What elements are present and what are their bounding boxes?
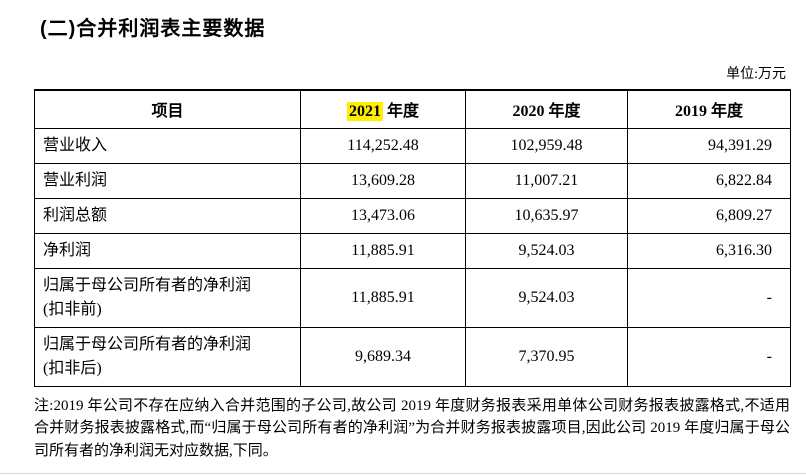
value-2021: 11,885.91 (300, 232, 466, 269)
table-row: 营业利润 13,609.28 11,007.21 6,822.84 (34, 162, 791, 199)
row-label: 营业利润 (34, 162, 301, 199)
value-2021: 13,609.28 (300, 162, 466, 199)
page-title: (二)合并利润表主要数据 (40, 18, 266, 40)
table-row: 归属于母公司所有者的净利润 (扣非后) 9,689.34 7,370.95 - (34, 326, 791, 387)
value-2021: 11,885.91 (300, 267, 466, 328)
row-label: 归属于母公司所有者的净利润 (扣非后) (34, 326, 301, 387)
value-2020: 10,635.97 (465, 197, 628, 234)
table-header-row: 项目 2021 年度 2020 年度 2019 年度 (34, 89, 791, 129)
col-header-2020: 2020 年度 (465, 89, 628, 129)
row-label: 利润总额 (34, 197, 301, 234)
value-2019: 94,391.29 (627, 127, 791, 164)
table-row: 利润总额 13,473.06 10,635.97 6,809.27 (34, 197, 791, 234)
col-header-2019: 2019 年度 (627, 89, 791, 129)
row-label: 归属于母公司所有者的净利润 (扣非前) (34, 267, 301, 328)
col-header-2021-suffix: 年度 (382, 103, 419, 121)
page-divider (0, 473, 806, 474)
value-2020: 11,007.21 (465, 162, 628, 199)
value-2020: 9,524.03 (465, 267, 628, 328)
value-2020: 7,370.95 (465, 326, 628, 387)
highlight-2021: 2021 (346, 102, 383, 122)
value-2020: 102,959.48 (465, 127, 628, 164)
value-2019: - (627, 267, 791, 328)
footnote: 注:2019 年公司不存在应纳入合并范围的子公司,故公司 2019 年度财务报表… (34, 397, 790, 459)
col-header-item: 项目 (34, 89, 301, 129)
unit-label: 单位:万元 (726, 67, 786, 82)
value-2021: 9,689.34 (300, 326, 466, 387)
col-header-2021: 2021 年度 (300, 89, 466, 129)
value-2019: 6,316.30 (627, 232, 791, 269)
value-2019: - (627, 326, 791, 387)
value-2021: 114,252.48 (300, 127, 466, 164)
table-row: 归属于母公司所有者的净利润 (扣非前) 11,885.91 9,524.03 - (34, 267, 791, 328)
row-label: 营业收入 (34, 127, 301, 164)
table-row: 净利润 11,885.91 9,524.03 6,316.30 (34, 232, 791, 269)
value-2021: 13,473.06 (300, 197, 466, 234)
row-label: 净利润 (34, 232, 301, 269)
income-statement-table: 项目 2021 年度 2020 年度 2019 年度 营业收入 114,252.… (34, 89, 791, 387)
value-2019: 6,809.27 (627, 197, 791, 234)
document-page: (二)合并利润表主要数据 单位:万元 项目 2021 年度 2020 年度 20… (34, 18, 791, 459)
table-row: 营业收入 114,252.48 102,959.48 94,391.29 (34, 127, 791, 164)
value-2020: 9,524.03 (465, 232, 628, 269)
value-2019: 6,822.84 (627, 162, 791, 199)
